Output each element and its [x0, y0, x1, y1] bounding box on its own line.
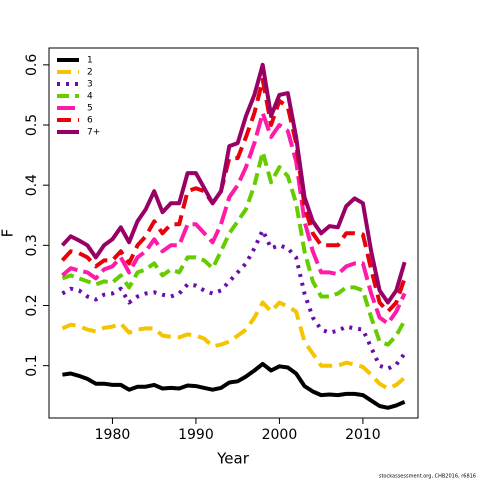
legend-label: 2 — [87, 68, 93, 78]
caption: stockassessment.org, CHB2016, r6816 — [379, 474, 476, 480]
legend-label: 7+ — [87, 128, 100, 138]
x-tick-label: 2010 — [345, 427, 381, 443]
series-line — [61, 228, 407, 371]
legend-label: 3 — [87, 80, 93, 90]
legend-label: 6 — [87, 116, 93, 126]
series-line — [61, 150, 407, 347]
series-line — [60, 62, 407, 305]
series-line — [61, 300, 406, 391]
y-tick-label: 0.4 — [24, 174, 40, 196]
legend-label: 5 — [87, 104, 93, 114]
plot-frame — [48, 47, 419, 419]
series-line — [61, 111, 407, 326]
series-line — [62, 361, 406, 410]
x-tick-label: 1980 — [95, 427, 131, 443]
legend-label: 4 — [87, 92, 93, 102]
legend-label: 1 — [87, 56, 93, 66]
y-tick-label: 0.3 — [24, 234, 40, 256]
x-tick-label: 1990 — [178, 427, 214, 443]
y-tick-label: 0.1 — [24, 355, 40, 377]
y-tick-label: 0.6 — [24, 54, 40, 76]
y-axis-label: F — [0, 229, 17, 238]
y-tick-label: 0.5 — [24, 114, 40, 136]
x-axis-label: Year — [216, 450, 250, 468]
x-tick-label: 2000 — [262, 427, 298, 443]
y-tick-label: 0.2 — [24, 294, 40, 316]
series-line — [60, 77, 407, 314]
